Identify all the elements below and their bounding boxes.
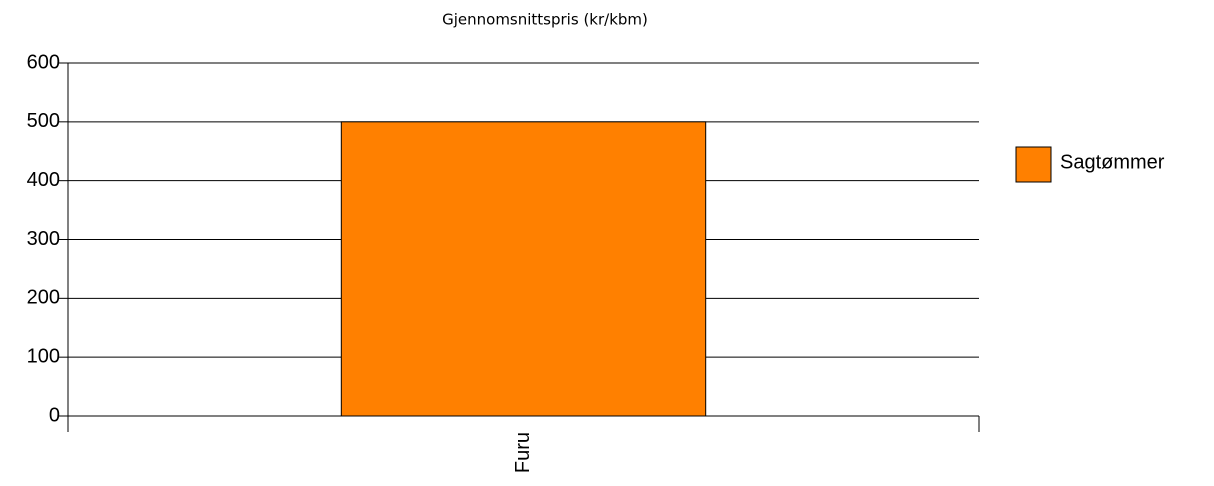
y-tick-label: 600: [27, 51, 60, 73]
chart-title: Gjennomsnittspris (kr/kbm): [442, 11, 648, 29]
bar: [340, 121, 707, 417]
legend-swatch: [1015, 146, 1052, 183]
y-tick-label: 400: [27, 169, 60, 191]
y-tick-label: 0: [49, 404, 60, 426]
y-tick-label: 100: [27, 345, 60, 367]
legend-label: Sagtømmer: [1060, 151, 1165, 173]
x-tick-label: Furu: [512, 432, 534, 473]
y-tick-label: 300: [27, 228, 60, 250]
y-tick-label: 200: [27, 287, 60, 309]
y-tick-label: 500: [27, 110, 60, 132]
